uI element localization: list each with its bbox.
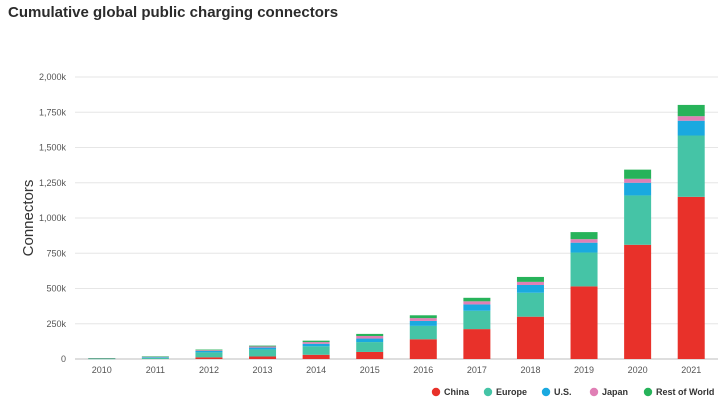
bar-segment [570,239,598,243]
y-tick-label: 1,250k [39,178,67,188]
bar-segment [677,196,705,359]
bar-segment [409,325,437,340]
bar-segment [516,292,544,317]
bar-segment [570,232,598,240]
bar-segment [409,315,437,319]
bar-segment [409,320,437,326]
bar-segment [516,316,544,359]
legend-marker [589,387,599,397]
bar-segment [141,356,169,358]
y-tick-label: 1,750k [39,107,67,117]
bar-segment [463,297,491,302]
x-tick-label: 2011 [146,365,165,375]
legend-marker [643,387,653,397]
bar-segment [624,178,652,183]
bar-segment [141,357,169,359]
x-tick-label: 2015 [360,365,380,375]
bar-segment [570,286,598,359]
x-tick-label: 2010 [92,365,112,375]
y-tick-label: 500k [46,284,66,294]
x-tick-label: 2017 [467,365,487,375]
bar-segment [624,182,652,196]
bar-segment [195,350,223,351]
x-tick-label: 2018 [520,365,540,375]
legend-marker [541,387,551,397]
bar-segment [516,276,544,282]
bar-segment [88,358,116,360]
x-tick-label: 2014 [306,365,326,375]
bar-segment [516,281,544,285]
bar-segment [356,338,384,343]
bar-segment [249,349,277,357]
bar-segment [249,345,277,347]
bar-segment [141,356,169,357]
y-tick-label: 1,500k [39,143,67,153]
x-tick-label: 2020 [628,365,648,375]
bar-segment [195,352,223,358]
bar-segment [356,351,384,359]
bar-segment [677,135,705,197]
bar-segment [409,318,437,321]
x-tick-label: 2013 [253,365,273,375]
bar-segment [302,354,330,359]
bar-segment [302,346,330,355]
x-tick-label: 2016 [413,365,433,375]
y-tick-label: 2,000k [39,72,67,82]
bar-segment [302,340,330,343]
bar-segment [463,310,491,330]
y-axis-label: Connectors [20,180,37,257]
bar-segment [677,116,705,121]
legend-marker [431,387,441,397]
y-tick-label: 0 [61,354,66,364]
y-tick-label: 1,000k [39,213,67,223]
x-tick-label: 2012 [199,365,219,375]
bar-segment [463,329,491,359]
bar-segment [409,339,437,359]
bar-segment [463,304,491,311]
bar-segment [356,342,384,352]
bar-segment [195,350,223,353]
bar-segment [624,169,652,179]
bar-segment [88,358,116,359]
bar-segment [195,349,223,351]
bar-segment [356,333,384,337]
bar-segment [624,244,652,359]
bar-segment [516,284,544,293]
legend-label: U.S. [554,387,572,397]
bar-segment [302,343,330,347]
legend-label: China [444,387,470,397]
chart-title: Cumulative global public charging connec… [8,4,339,21]
bar-segment [249,346,277,348]
bar-segment [677,120,705,136]
y-tick-label: 750k [46,248,66,258]
bar-segment [302,342,330,344]
bar-segment [677,104,705,117]
legend-label: Japan [602,387,628,397]
bar-segment [195,357,223,359]
bar-segment [356,336,384,339]
x-tick-label: 2019 [574,365,594,375]
legend-label: Europe [496,387,527,397]
legend-label: Rest of World [656,387,714,397]
x-tick-label: 2021 [681,365,701,375]
bar-segment [141,357,169,358]
legend-marker [483,387,493,397]
bar-segment [570,242,598,253]
bar-segment [249,347,277,350]
bar-segment [570,252,598,287]
y-tick-label: 250k [46,319,66,329]
bar-segment [463,301,491,305]
bar-segment [624,195,652,245]
bar-segment [249,356,277,359]
